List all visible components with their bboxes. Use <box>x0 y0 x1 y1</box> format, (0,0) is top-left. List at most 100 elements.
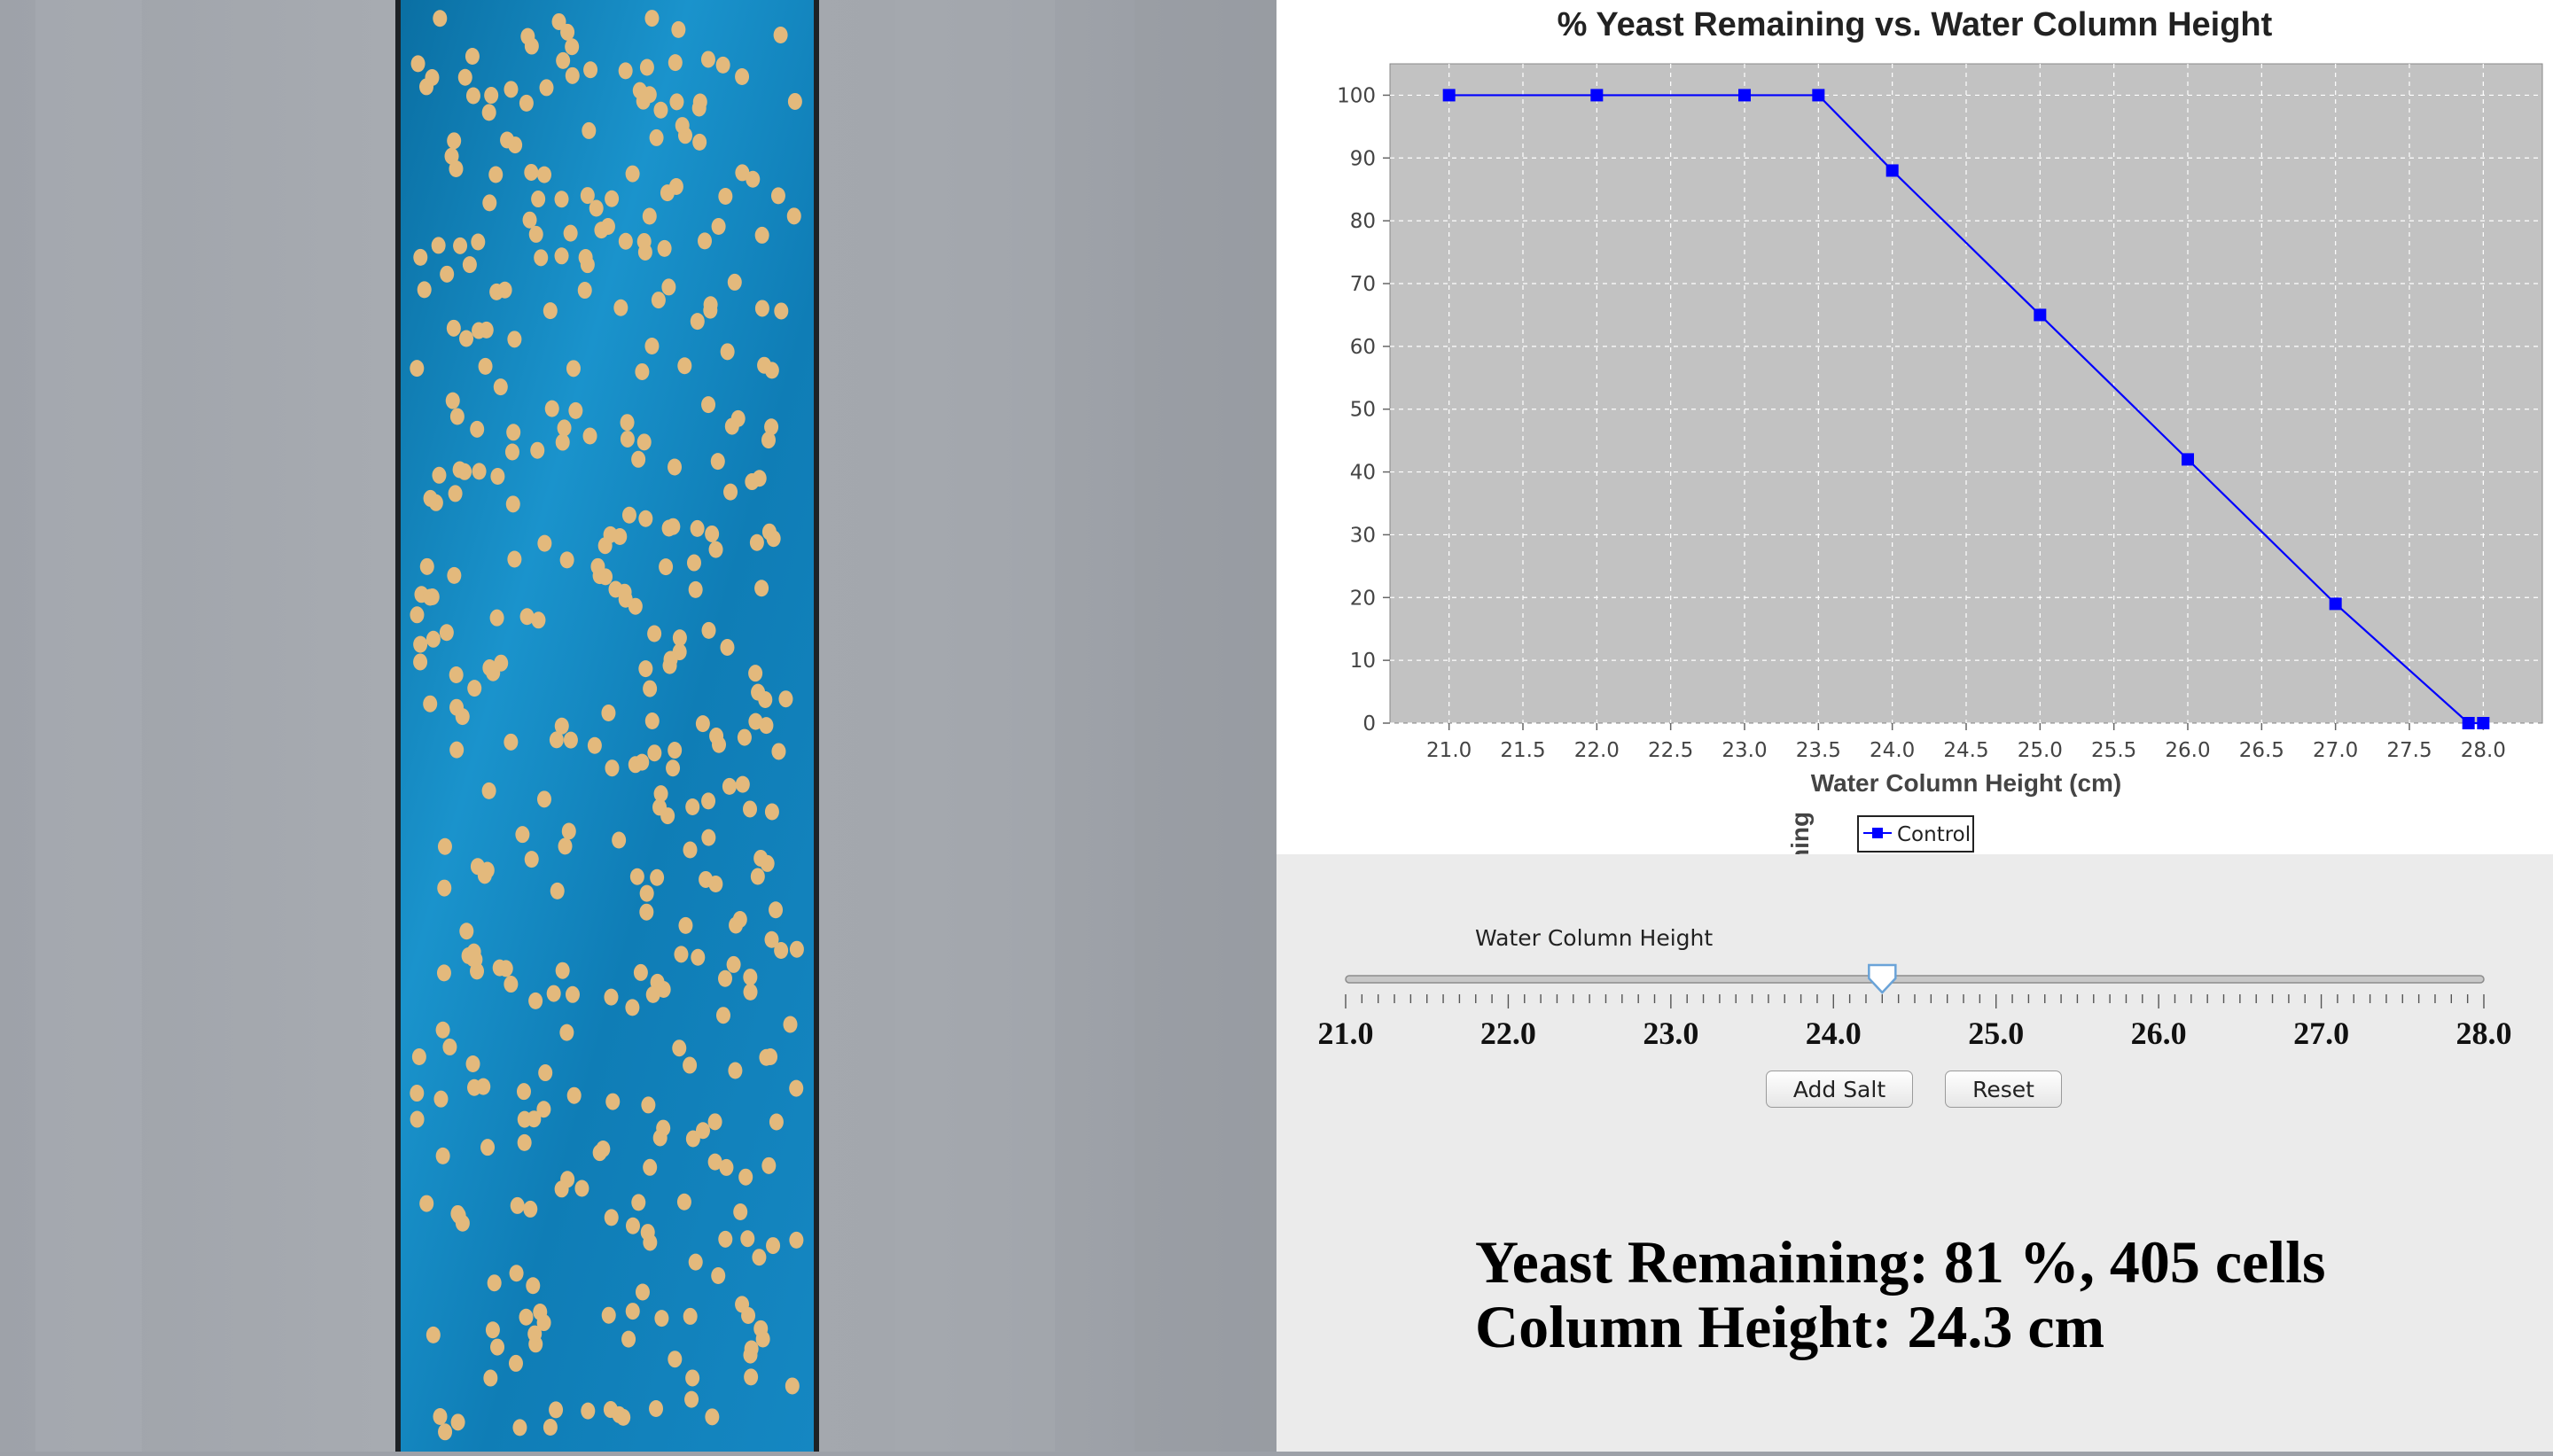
yeast-cell <box>437 879 452 897</box>
yeast-cell <box>643 1158 658 1176</box>
scene-view <box>0 0 1276 1452</box>
yeast-cell <box>446 319 461 337</box>
x-tick-label: 26.5 <box>2239 739 2284 762</box>
yeast-cell <box>749 533 764 551</box>
yeast-cell <box>462 256 477 274</box>
y-tick-label: 70 <box>1350 273 1376 296</box>
yeast-cell <box>761 432 776 449</box>
yeast-cell <box>465 87 480 105</box>
yeast-cell <box>638 510 653 527</box>
yeast-cell <box>629 868 644 885</box>
yeast-cell <box>440 265 455 283</box>
yeast-cell <box>743 800 758 818</box>
yeast-cell <box>574 1180 589 1197</box>
data-point <box>1442 89 1456 102</box>
yeast-cell <box>644 712 660 730</box>
yeast-cell <box>612 831 627 849</box>
yeast-cell <box>676 1193 691 1211</box>
yeast-cell <box>431 237 446 254</box>
yeast-cell <box>691 948 706 966</box>
x-tick-label: 27.5 <box>2386 739 2432 762</box>
yeast-cell <box>764 930 779 948</box>
yeast-cell <box>789 1231 804 1249</box>
yeast-cell <box>774 941 789 959</box>
yeast-cell <box>685 798 700 815</box>
yeast-cell <box>554 1180 569 1198</box>
yeast-cell <box>601 1306 616 1324</box>
slider-thumb[interactable] <box>1868 963 1897 994</box>
yeast-cell <box>613 299 628 316</box>
yeast-cell <box>764 418 779 436</box>
yeast-cell <box>684 1390 699 1408</box>
yeast-cell <box>447 566 462 584</box>
yeast-cell <box>436 964 451 982</box>
yeast-cell <box>690 313 705 331</box>
yeast-cell <box>438 1423 453 1441</box>
yeast-cell <box>477 867 492 884</box>
yeast-cell <box>554 247 569 265</box>
yeast-cell <box>719 1158 734 1176</box>
yeast-cell <box>754 226 769 244</box>
yeast-cell <box>558 837 573 855</box>
y-tick-label: 0 <box>1362 712 1376 736</box>
yeast-cell <box>738 1168 753 1186</box>
yeast-cell <box>662 657 677 674</box>
yeast-cell <box>472 322 487 339</box>
yeast-cell <box>565 38 580 56</box>
yeast-cell <box>516 1083 531 1101</box>
yeast-cell <box>628 756 643 774</box>
height-slider[interactable]: 21.0 22.0 23.0 24.0 25.0 26.0 27.0 28.0 <box>1276 957 2553 1063</box>
data-point <box>2329 597 2342 611</box>
x-tick-label: 21.5 <box>1500 739 1545 762</box>
yeast-cell <box>505 495 520 513</box>
yeast-cell <box>437 837 452 855</box>
data-point <box>1812 89 1825 102</box>
add-salt-button[interactable]: Add Salt <box>1766 1071 1913 1108</box>
slider-label: Water Column Height <box>1475 925 1714 951</box>
yeast-cell <box>703 301 718 319</box>
yeast-cell <box>423 588 438 606</box>
yeast-cell <box>653 101 668 119</box>
yeast-cell <box>550 882 565 899</box>
yeast-cell <box>661 519 676 537</box>
yeast-cell <box>783 1016 798 1033</box>
yeast-cell <box>442 1038 457 1055</box>
yeast-cell <box>435 1147 450 1164</box>
yeast-cell <box>608 580 623 598</box>
yeast-cell <box>449 698 465 716</box>
x-tick-label: 25.0 <box>2018 739 2063 762</box>
yeast-cell <box>635 1283 650 1301</box>
yeast-cell <box>538 1064 553 1082</box>
yeast-cell <box>449 408 465 425</box>
yeast-cell <box>692 93 707 111</box>
legend-label: Control <box>1897 823 1971 846</box>
yeast-cell <box>635 362 650 380</box>
yeast-cell <box>509 1265 524 1282</box>
slider-track[interactable] <box>1345 975 2485 984</box>
yeast-cell <box>639 58 654 76</box>
yeast-cell <box>786 207 801 225</box>
yeast-cell <box>583 61 598 79</box>
yeast-cell <box>419 557 434 575</box>
yeast-cell <box>459 330 474 347</box>
yeast-cell <box>457 463 472 480</box>
yeast-cell <box>773 26 788 43</box>
yeast-cell <box>467 680 482 697</box>
yeast-cell <box>449 666 464 684</box>
yeast-cell <box>649 128 664 146</box>
yeast-cell <box>705 525 720 542</box>
yeast-cell <box>472 463 487 480</box>
y-tick-label: 30 <box>1350 524 1376 547</box>
yeast-cell <box>743 983 758 1001</box>
yeast-cell <box>650 868 665 886</box>
yeast-cell <box>410 360 425 378</box>
yeast-cell <box>507 331 522 348</box>
yeast-cell <box>724 417 739 435</box>
yeast-cell <box>761 1156 777 1174</box>
yeast-cell <box>766 1237 781 1255</box>
data-point <box>2034 308 2047 322</box>
reset-button[interactable]: Reset <box>1945 1071 2062 1108</box>
yeast-cells <box>410 10 804 1441</box>
yeast-cell <box>522 211 537 229</box>
y-tick-label: 90 <box>1350 147 1376 170</box>
